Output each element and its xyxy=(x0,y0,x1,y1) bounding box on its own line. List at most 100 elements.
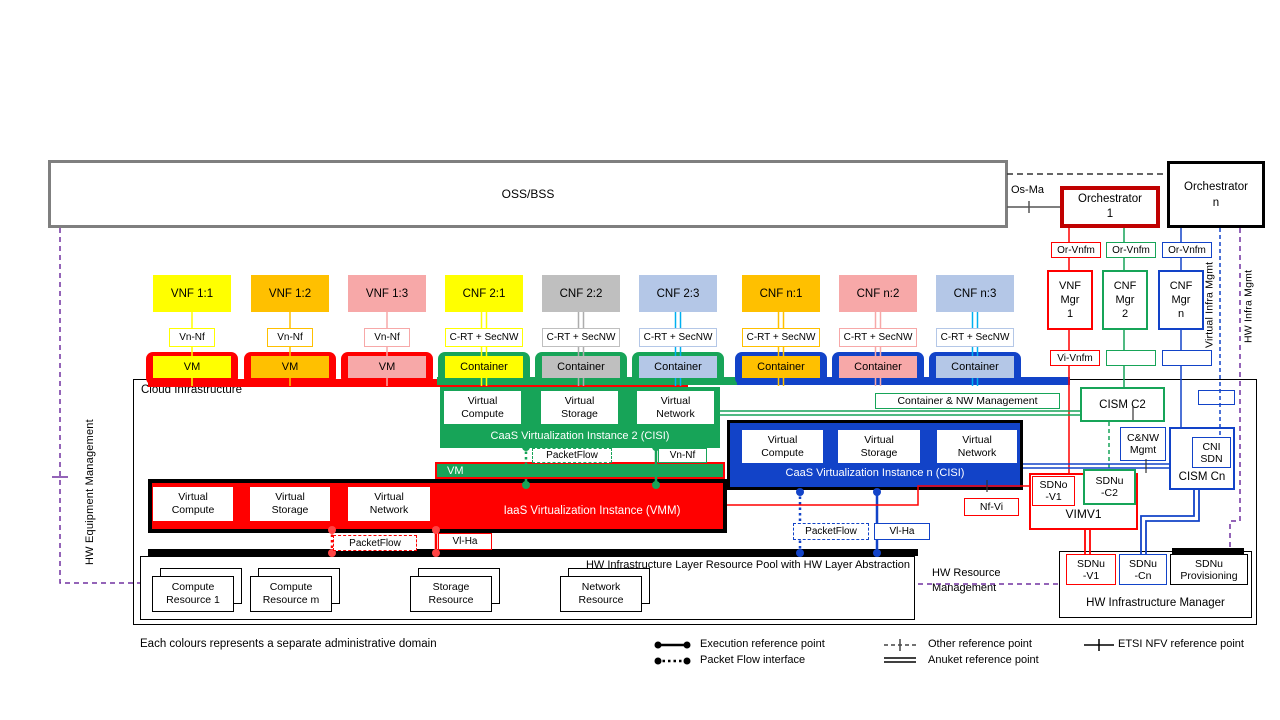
sdnu-v1-line2: -V1 xyxy=(1082,569,1100,582)
cni-sdn-box: CNI SDN xyxy=(1192,437,1231,468)
nf-unit-2: VM xyxy=(251,356,329,378)
cni-sdn-line2: SDN xyxy=(1200,452,1223,465)
sdnu-c2-line1: SDNu xyxy=(1095,475,1124,487)
sdnu-v1-box: SDNu -V1 xyxy=(1066,554,1116,585)
caasn-cell-3-line1: Virtual xyxy=(962,433,992,446)
caas2-cell-3-line1: Virtual xyxy=(660,394,691,407)
nf-vi-label: Nf-Vi xyxy=(979,501,1004,513)
resource-stack-4-line2: Resource xyxy=(578,594,624,606)
vmm-cell-1-line1: Virtual xyxy=(178,491,208,503)
sdnu-provisioning-bar xyxy=(1172,548,1244,555)
oss-bss-label: OSS/BSS xyxy=(501,187,555,201)
blue-vl-ha-chip: Vl-Ha xyxy=(874,523,930,540)
cnw-mgmt-line2: Mgmt xyxy=(1129,444,1157,456)
hw-resource-pool-title: HW Infrastructure Layer Resource Pool wi… xyxy=(585,559,910,571)
resource-stack-2-line2: Resource m xyxy=(262,594,320,606)
sdnu-c2-line2: -C2 xyxy=(1101,487,1118,499)
caasn-cell-2: Virtual Storage xyxy=(838,430,920,463)
resource-stack-1-line1: Compute xyxy=(171,581,215,593)
cism-c2-box: CISM C2 xyxy=(1080,387,1165,422)
nf-box-2: VNF 1:2 xyxy=(251,275,329,312)
nf-box-7: CNF n:1 xyxy=(742,275,820,312)
resource-stack-3-line2: Resource xyxy=(428,594,474,606)
caasn-cell-2-line1: Virtual xyxy=(864,433,894,446)
nf-unit-7: Container xyxy=(742,356,820,378)
blue-packetflow-label: PacketFlow xyxy=(805,526,857,537)
red-vl-ha-label: Vl-Ha xyxy=(452,536,478,547)
cni-sdn-line1: CNI xyxy=(1202,440,1221,453)
red-packetflow-chip: PacketFlow xyxy=(333,535,417,551)
resource-stack-1-line2: Resource 1 xyxy=(166,594,220,606)
green-packetflow-chip: PacketFlow xyxy=(532,448,612,463)
green-packetflow-label: PacketFlow xyxy=(546,450,598,461)
sdnu-c2-box: SDNu -C2 xyxy=(1083,469,1136,505)
resource-stack-4: Network Resource xyxy=(560,576,642,612)
blue-vl-ha-label: Vl-Ha xyxy=(889,526,915,537)
vmm-cell-2-line1: Virtual xyxy=(275,491,305,503)
oss-bss-box: OSS/BSS xyxy=(48,160,1008,228)
orchestrator-1-label: Orchestrator xyxy=(1078,193,1142,205)
caas2-cell-2-line1: Virtual xyxy=(564,394,595,407)
nf-box-9: CNF n:3 xyxy=(936,275,1014,312)
iaas-vmm-title: IaaS Virtualization Instance (VMM) xyxy=(503,505,681,517)
sdnu-provisioning-box: SDNu Provisioning xyxy=(1170,554,1248,585)
sdnu-cn-line1: SDNu xyxy=(1128,557,1157,570)
resource-stack-2: Compute Resource m xyxy=(250,576,332,612)
nf-unit-5: Container xyxy=(542,356,620,378)
caas-instance-n-title: CaaS Virtualization Instance n (CISI) xyxy=(785,467,965,479)
blue-packetflow-chip: PacketFlow xyxy=(793,523,869,540)
container-nw-management-chip: Container & NW Management xyxy=(875,393,1060,409)
legend-other-label: Other reference point xyxy=(928,638,1032,650)
orchestrator-n-label: Orchestrator xyxy=(1184,180,1248,193)
caasn-cell-1-line2: Compute xyxy=(761,446,804,459)
caasn-cell-1: Virtual Compute xyxy=(742,430,823,463)
nf-unit-3: VM xyxy=(348,356,426,378)
red-vl-ha-chip: Vl-Ha xyxy=(438,533,492,550)
caas2-cell-2-line2: Storage xyxy=(561,407,598,420)
orchestrator-n-number: n xyxy=(1212,196,1220,209)
caas2-cell-3: Virtual Network xyxy=(637,391,714,424)
nf-box-1: VNF 1:1 xyxy=(153,275,231,312)
nf-unit-1: VM xyxy=(153,356,231,378)
nf-box-5: CNF 2:2 xyxy=(542,275,620,312)
caas2-cell-3-line2: Network xyxy=(656,407,695,420)
resource-stack-2-line1: Compute xyxy=(269,581,313,593)
container-nw-management-label: Container & NW Management xyxy=(897,395,1038,407)
vmm-cell-2: Virtual Storage xyxy=(250,487,330,521)
cnw-mgmt-box: C&NW Mgmt xyxy=(1120,427,1166,461)
sdno-v1-line1: SDNo xyxy=(1039,479,1068,491)
sdnu-cn-line2: -Cn xyxy=(1134,569,1152,582)
cloud-infrastructure-label: Cloud Infrastructure xyxy=(141,384,242,396)
vmm-cell-3: Virtual Network xyxy=(348,487,430,521)
nf-unit-4: Container xyxy=(445,356,523,378)
os-ma-label: Os-Ma xyxy=(1011,184,1044,196)
caasn-cell-1-line1: Virtual xyxy=(767,433,798,446)
legend-note: Each colours represents a separate admin… xyxy=(140,638,437,650)
resource-stack-4-line1: Network xyxy=(581,581,621,593)
legend-execution-label: Execution reference point xyxy=(700,638,825,650)
cism-c2-label: CISM C2 xyxy=(1099,398,1146,411)
vmm-cell-2-line2: Storage xyxy=(271,504,309,516)
sdnu-provisioning-line1: SDNu xyxy=(1194,557,1223,570)
legend-packetflow-label: Packet Flow interface xyxy=(700,654,806,666)
nf-box-4: CNF 2:1 xyxy=(445,275,523,312)
sdnu-v1-line1: SDNu xyxy=(1076,557,1105,570)
sdno-v1-box: SDNo -V1 xyxy=(1032,476,1075,506)
caas2-cell-1-line2: Compute xyxy=(461,407,504,420)
vim-v1-label: VIMV1 xyxy=(1065,507,1102,521)
resource-stack-1: Compute Resource 1 xyxy=(152,576,234,612)
cnw-mgmt-line1: C&NW xyxy=(1126,432,1160,444)
hw-resource-management-line2: Management xyxy=(932,582,997,594)
sdnu-provisioning-line2: Provisioning xyxy=(1180,569,1238,582)
hw-resource-management-label: HW Resource Management xyxy=(932,566,1024,596)
vmm-cell-1: Virtual Compute xyxy=(153,487,233,521)
orchestrator-1-number: 1 xyxy=(1106,208,1114,220)
cism-cn-label: CISM Cn xyxy=(1178,471,1226,483)
caasn-cell-3: Virtual Network xyxy=(937,430,1017,463)
caasn-cell-2-line2: Storage xyxy=(860,446,898,459)
hw-infrastructure-manager-title: HW Infrastructure Manager xyxy=(1086,597,1225,609)
caas2-cell-1: Virtual Compute xyxy=(444,391,521,424)
orchestrator-n-box: Orchestrator n xyxy=(1167,161,1265,228)
